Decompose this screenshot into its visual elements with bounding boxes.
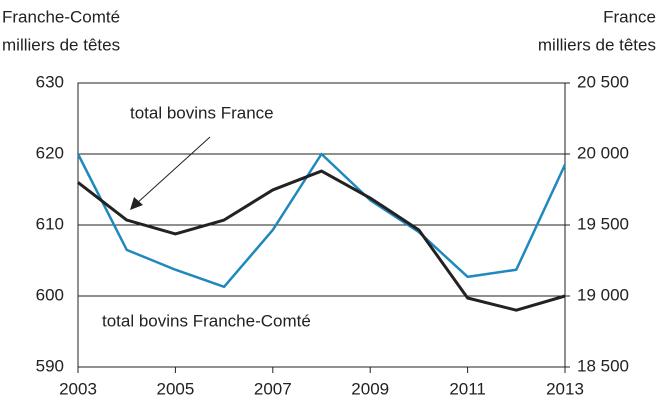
y2-axis-title: milliers de têtes (538, 35, 656, 54)
annotation: total bovins Franche-Comté (102, 311, 311, 330)
y2-tick-label: 20 000 (577, 143, 629, 162)
y2-tick-label: 19 000 (577, 285, 629, 304)
x-tick-label: 2007 (254, 379, 292, 398)
y2-axis-title: France (603, 7, 656, 26)
y-tick-label: 590 (36, 356, 64, 375)
x-tick-label: 2011 (449, 379, 486, 398)
x-tick-label: 2003 (59, 379, 97, 398)
y2-tick-label: 18 500 (577, 356, 629, 375)
x-tick-label: 2005 (156, 379, 194, 398)
y-tick-label: 600 (36, 285, 64, 304)
y-axis-title: milliers de têtes (2, 35, 120, 54)
annotation: total bovins France (130, 103, 274, 122)
y2-tick-label: 20 500 (577, 72, 629, 91)
annotation-arrow (135, 136, 211, 205)
y-tick-label: 620 (36, 143, 64, 162)
series-line (76, 152, 567, 289)
x-tick-label: 2013 (546, 379, 584, 398)
y-tick-label: 630 (36, 72, 64, 91)
y2-tick-label: 19 500 (577, 214, 629, 233)
y-axis-title: Franche-Comté (2, 7, 120, 26)
x-tick-label: 2009 (351, 379, 389, 398)
arrow-head (130, 197, 143, 210)
series-line (77, 169, 566, 312)
y-tick-label: 610 (36, 214, 64, 233)
